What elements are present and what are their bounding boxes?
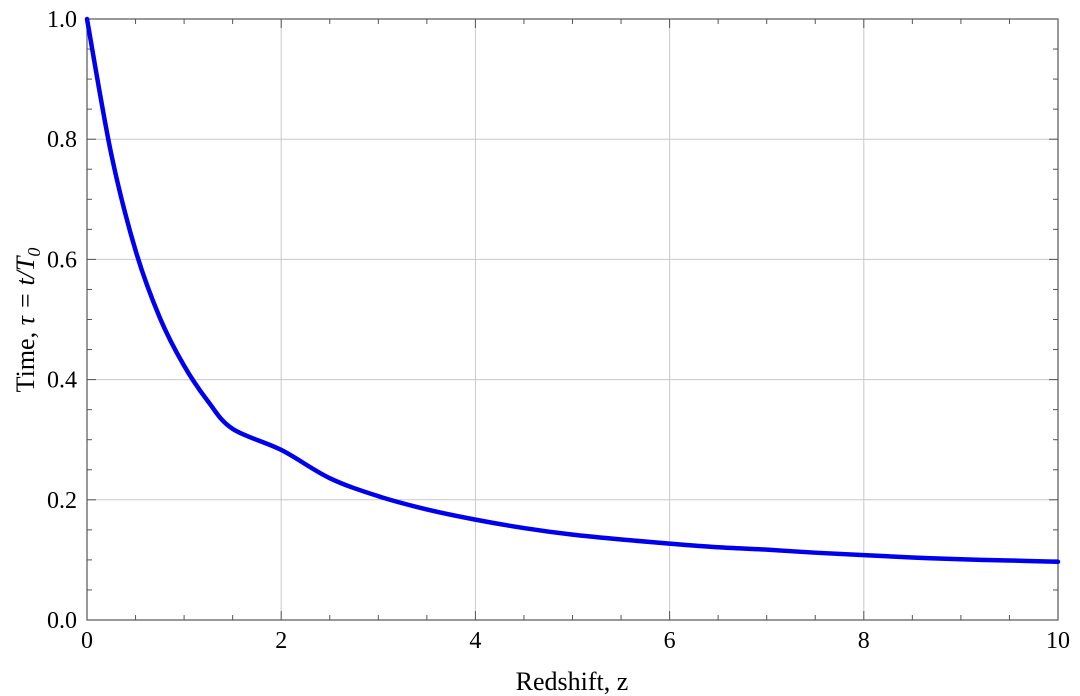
x-tick-label: 6 [664,628,676,654]
y-axis-title: Time, τ = t/T0 [11,248,44,393]
y-axis-title-subscript: 0 [24,248,44,257]
y-tick-labels: 0.0 0.2 0.4 0.6 0.8 1.0 [47,7,77,634]
y-tick-label: 0.0 [47,608,77,634]
ticks [86,18,1059,621]
y-axis-title-math: τ = t/T [11,255,40,325]
grid [87,19,1058,620]
x-tick-labels: 0 2 4 6 8 10 [81,628,1070,654]
x-tick-label: 10 [1046,628,1070,654]
y-axis-title-prefix: Time, [11,325,40,392]
y-tick-label: 0.8 [47,127,77,153]
x-tick-label: 0 [81,628,93,654]
series-line [84,16,1061,564]
y-tick-label: 0.6 [47,247,77,273]
x-tick-label: 2 [275,628,287,654]
plot-frame [86,18,1059,621]
x-tick-label: 8 [858,628,870,654]
y-tick-label: 0.2 [47,488,77,514]
y-tick-label: 1.0 [47,7,77,33]
x-tick-label: 4 [469,628,481,654]
x-axis-title: Redshift, z [516,667,629,696]
y-tick-label: 0.4 [47,368,77,394]
